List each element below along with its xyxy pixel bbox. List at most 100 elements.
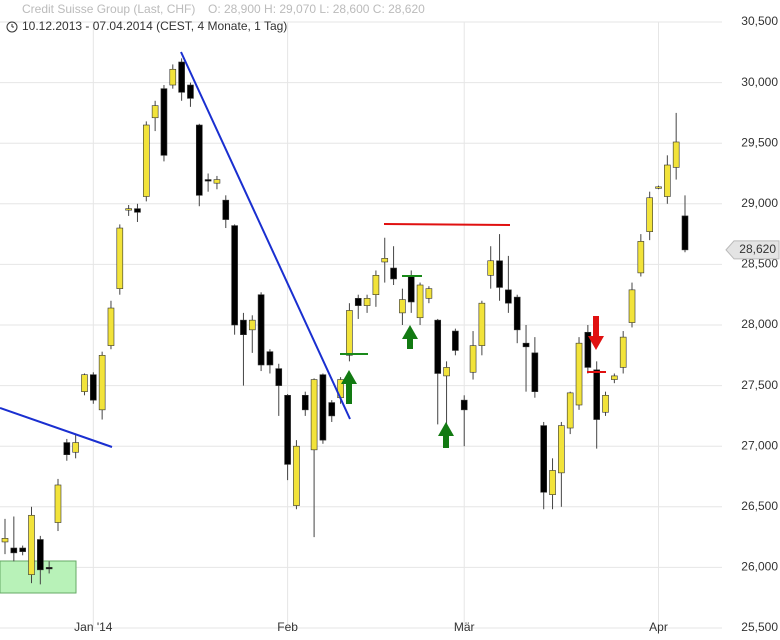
candle-body-up	[416, 284, 424, 319]
subtitle: 10.12.2013 - 07.04.2014 (CEST, 4 Monate,…	[22, 19, 287, 33]
y-tick-label: 27,500	[741, 378, 778, 392]
candle-body-up	[81, 374, 88, 392]
candle-body-down	[452, 330, 459, 351]
candle-body-up	[611, 375, 618, 380]
trend-line	[0, 407, 113, 448]
y-tick-label: 28,500	[741, 257, 778, 271]
candle-body-down	[354, 298, 362, 306]
y-tick-label: 29,500	[741, 135, 778, 149]
candle-body-up	[381, 258, 389, 263]
candle-body-up	[248, 319, 256, 331]
candle-body-down	[328, 402, 336, 417]
candle-body-down	[178, 61, 185, 93]
candle-body-up	[628, 289, 636, 323]
candle-body-up	[425, 288, 433, 299]
candle-body-up	[646, 197, 653, 232]
candle-body-down	[531, 352, 539, 392]
candle-body-down	[257, 294, 265, 366]
y-tick-label: 29,000	[741, 196, 778, 210]
resistance-line	[383, 223, 511, 226]
candle-body-up	[346, 310, 353, 356]
candle-body-up	[443, 367, 450, 377]
x-tick-label: Apr	[649, 620, 668, 634]
candle-body-down	[90, 374, 97, 401]
candle-body-up	[107, 307, 115, 346]
x-tick-label: Feb	[277, 620, 298, 634]
signal-arrows	[341, 325, 454, 448]
candle-body-down	[584, 331, 592, 368]
candle-body-up	[169, 68, 177, 86]
candle-body-up	[142, 124, 150, 197]
candle-body-up	[28, 514, 35, 575]
candle-body-up	[363, 298, 371, 306]
y-tick-label: 26,500	[741, 499, 778, 513]
candle-body-down	[407, 276, 415, 303]
candle-body-down	[505, 289, 512, 304]
candle-body-up	[566, 392, 574, 429]
candle-body-up	[54, 484, 62, 523]
candle-body-down	[10, 547, 18, 554]
candle-body-up	[310, 379, 318, 451]
candle-body-down	[222, 199, 230, 220]
candle-body-up	[602, 394, 609, 413]
candle-body-up	[637, 241, 645, 274]
candle-body-down	[522, 342, 530, 348]
candle-body-down	[231, 225, 238, 326]
candle-body-down	[593, 369, 600, 420]
candle-body-up	[575, 342, 583, 406]
candle-body-down	[160, 88, 168, 156]
candle-body-up	[116, 227, 124, 289]
candle-body-up	[619, 336, 627, 368]
candle-body-down	[496, 260, 503, 288]
sell-arrow	[588, 316, 604, 350]
clock-icon	[6, 21, 18, 33]
last-price-label: 28,620	[739, 242, 776, 256]
trend-line	[180, 51, 351, 420]
candle-body-up	[1, 538, 9, 543]
last-price-tag	[725, 240, 780, 260]
candle-body-down	[195, 124, 203, 196]
candle-body-down	[681, 215, 689, 251]
candle-body-down	[301, 394, 309, 411]
candle-body-up	[487, 260, 495, 276]
y-tick-label: 25,500	[741, 620, 778, 634]
candle-body-down	[266, 351, 274, 366]
candle-body-down	[319, 374, 327, 441]
ohlc-info: O: 28,900 H: 29,070 L: 28,600 C: 28,620	[208, 2, 425, 16]
candle-body-up	[72, 442, 79, 453]
candle-body-up	[213, 179, 221, 184]
candle-body-down	[37, 539, 44, 571]
candle-body-up	[372, 275, 380, 296]
candle-body-down	[460, 399, 468, 411]
candle-body-down	[434, 319, 442, 374]
y-tick-label: 28,000	[741, 317, 778, 331]
y-tick-label: 26,000	[741, 560, 778, 574]
candle-body-down	[275, 368, 283, 386]
candle-body-up	[672, 141, 680, 168]
x-tick-label: Jan '14	[74, 620, 113, 634]
candle-body-up	[293, 445, 300, 506]
y-tick-label: 30,000	[741, 75, 778, 89]
candle-body-down	[45, 567, 53, 570]
y-tick-label: 27,000	[741, 438, 778, 452]
candle-body-down	[513, 296, 521, 331]
candle-body-down	[134, 208, 141, 213]
candle-body-down	[204, 179, 212, 182]
candle-body-up	[558, 425, 565, 474]
candle-body-down	[284, 394, 291, 465]
y-tick-label: 30,500	[741, 14, 778, 28]
candle-body-down	[240, 319, 247, 335]
x-tick-label: Mär	[454, 620, 475, 634]
candle-body-up	[655, 186, 662, 189]
chart-title: Credit Suisse Group (Last, CHF)	[22, 2, 195, 16]
candle-body-up	[125, 208, 132, 211]
candle-body-down	[63, 442, 71, 455]
candle-body-down	[540, 425, 548, 493]
candle-body-up	[399, 299, 406, 314]
candle-body-up	[549, 470, 556, 495]
candle-body-up	[664, 164, 671, 197]
candle-body-down	[390, 267, 397, 280]
candle-body-down	[19, 547, 26, 552]
candle-body-down	[187, 84, 194, 99]
